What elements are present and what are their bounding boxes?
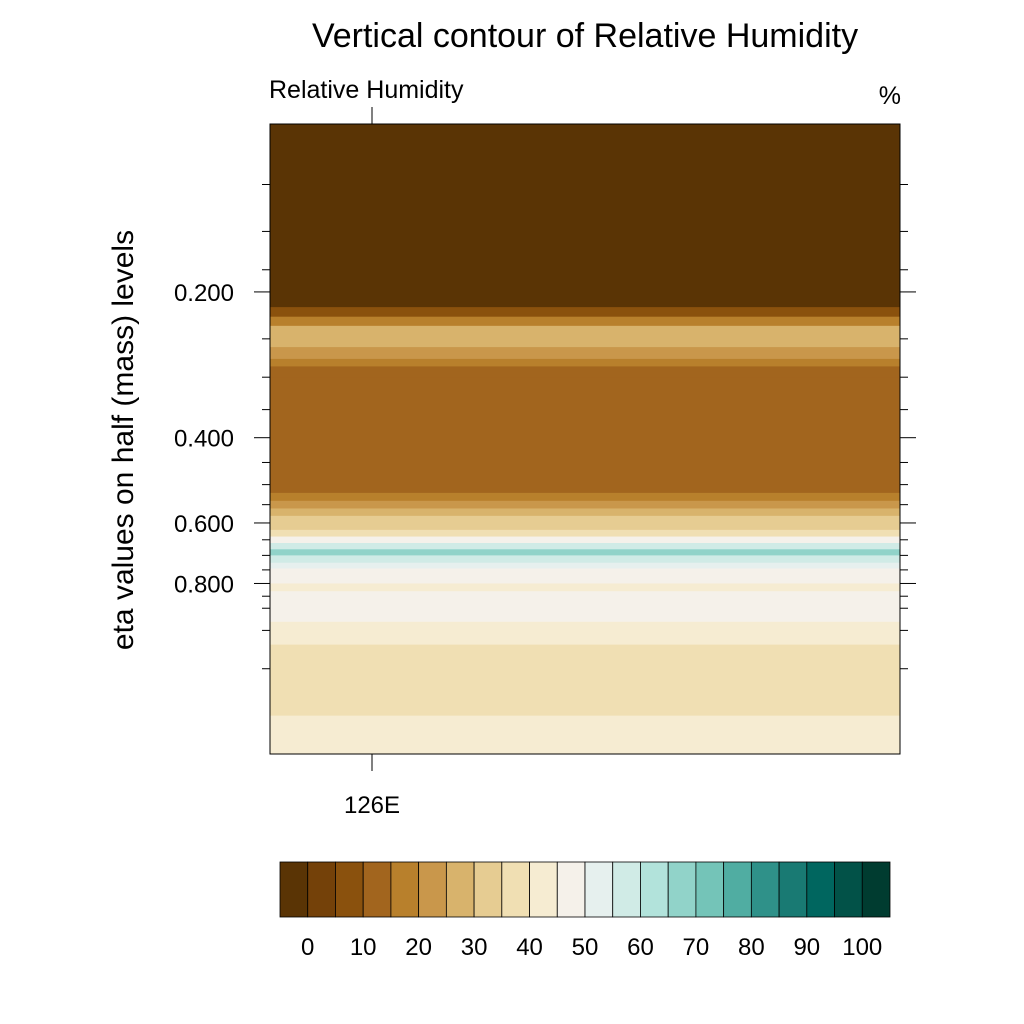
profile-bands xyxy=(270,124,900,755)
colorbar-label: 20 xyxy=(405,934,432,961)
colorbar-labels: 0 10 20 30 40 50 60 70 80 90 100 xyxy=(301,934,882,961)
colorbar-swatch xyxy=(279,861,309,918)
colorbar-label: 40 xyxy=(516,934,543,961)
colorbar-swatch xyxy=(723,861,752,918)
y-tick-label: 0.800 xyxy=(174,571,234,598)
colorbar-swatch xyxy=(473,861,503,918)
colorbar-swatch xyxy=(778,861,808,918)
y-tick-label: 0.400 xyxy=(174,426,234,453)
colorbar-label: 80 xyxy=(738,934,765,961)
rh-band xyxy=(270,549,900,556)
rh-band xyxy=(270,536,900,544)
x-ticks: 126E xyxy=(344,107,400,819)
minor-ticks xyxy=(262,183,908,670)
rh-band xyxy=(270,347,900,360)
chart-title: Vertical contour of Relative Humidity xyxy=(312,17,858,55)
colorbar xyxy=(279,861,891,918)
plot-frame xyxy=(269,123,901,755)
rh-band xyxy=(270,555,900,564)
subtitle-left: Relative Humidity xyxy=(269,76,464,104)
rh-band xyxy=(270,508,900,517)
colorbar-label: 30 xyxy=(461,934,488,961)
rh-band xyxy=(270,366,900,378)
colorbar-swatch xyxy=(556,861,586,918)
y-tick-label: 0.600 xyxy=(174,511,234,538)
rh-band xyxy=(270,583,900,592)
colorbar-swatch xyxy=(390,861,420,918)
y-axis-label: eta values on half (mass) levels xyxy=(107,230,140,650)
colorbar-swatch xyxy=(612,861,641,918)
colorbar-swatch xyxy=(667,861,697,918)
colorbar-swatch xyxy=(362,861,392,918)
colorbar-swatch xyxy=(307,861,336,918)
rh-band xyxy=(270,316,900,327)
colorbar-label: 100 xyxy=(842,934,882,961)
rh-band xyxy=(270,644,900,717)
colorbar-swatch xyxy=(750,861,780,918)
colorbar-label: 60 xyxy=(627,934,654,961)
colorbar-swatch xyxy=(834,861,863,918)
colorbar-swatch xyxy=(861,861,891,918)
y-ticks: 0.200 0.400 0.600 0.800 xyxy=(174,280,916,598)
colorbar-swatch xyxy=(335,861,364,918)
rh-band xyxy=(270,621,900,646)
colorbar-label: 0 xyxy=(301,934,314,961)
rh-band xyxy=(270,358,900,367)
rh-band xyxy=(270,325,900,348)
colorbar-swatch xyxy=(529,861,558,918)
colorbar-swatch xyxy=(806,861,835,918)
colorbar-swatch xyxy=(695,861,725,918)
y-tick-label: 0.200 xyxy=(174,280,234,307)
colorbar-swatch xyxy=(445,861,475,918)
rh-band xyxy=(270,377,900,494)
colorbar-label: 10 xyxy=(350,934,377,961)
x-tick-label: 126E xyxy=(344,792,400,819)
rh-band xyxy=(270,562,900,569)
colorbar-label: 70 xyxy=(683,934,710,961)
rh-band xyxy=(270,543,900,550)
colorbar-label: 90 xyxy=(793,934,820,961)
rh-band xyxy=(270,307,900,318)
rh-band xyxy=(270,529,900,538)
rh-band xyxy=(270,591,900,623)
rh-band xyxy=(270,492,900,502)
colorbar-swatch xyxy=(640,861,669,918)
colorbar-swatch xyxy=(584,861,614,918)
rh-band xyxy=(270,124,900,308)
rh-band xyxy=(270,500,900,509)
units-label: % xyxy=(879,82,901,110)
rh-band xyxy=(270,568,900,584)
colorbar-swatch xyxy=(418,861,447,918)
rh-band xyxy=(270,515,900,531)
colorbar-swatch xyxy=(501,861,530,918)
colorbar-label: 50 xyxy=(572,934,599,961)
rh-band xyxy=(270,715,900,755)
